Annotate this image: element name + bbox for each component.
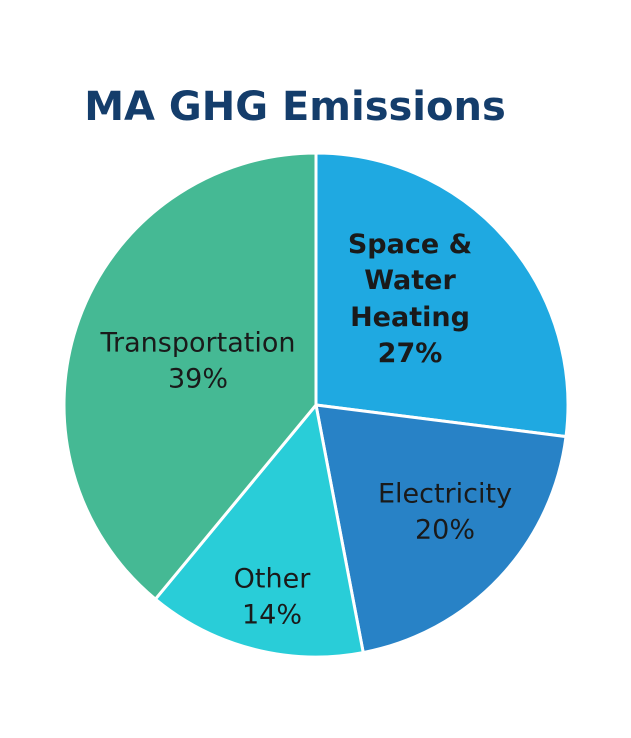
slice: [153, 401, 365, 659]
slice-label: Transportation 39%: [78, 326, 318, 399]
category-label: Space & Water Heating: [347, 229, 473, 333]
category-label: Other: [233, 563, 311, 595]
slice-label: Electricity 20%: [335, 477, 555, 550]
chart-title: MA GHG Emissions: [84, 84, 506, 130]
value-label: 20%: [414, 515, 475, 546]
value-label: 27%: [377, 338, 443, 370]
slice-label: Other 14%: [197, 562, 347, 635]
slice: [62, 151, 318, 602]
slice: [314, 151, 570, 439]
category-label: Electricity: [377, 478, 513, 510]
slice: [314, 403, 568, 655]
category-label: Transportation: [100, 327, 296, 359]
value-label: 14%: [241, 600, 302, 631]
value-label: 39%: [167, 364, 228, 395]
slice-label: Space & Water Heating 27%: [335, 227, 485, 373]
